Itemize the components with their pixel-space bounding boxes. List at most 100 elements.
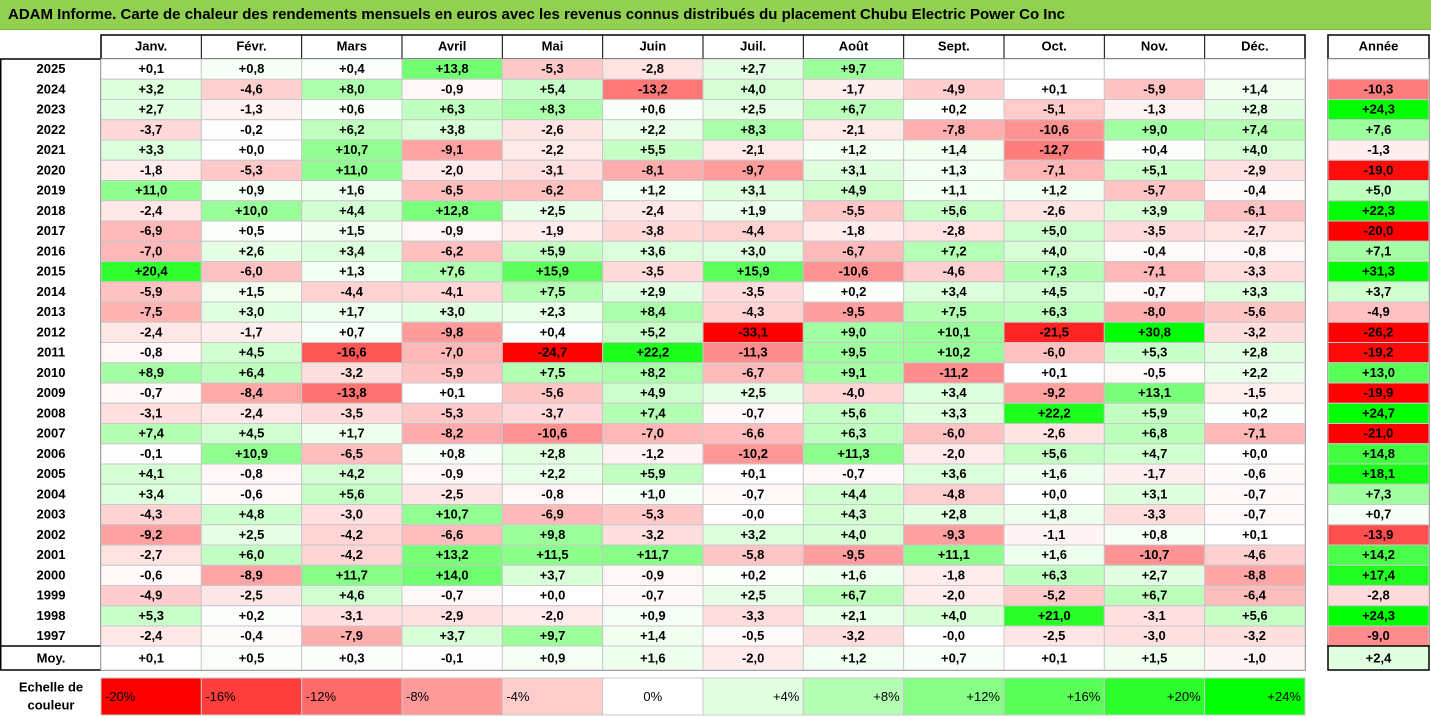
legend-swatch [200,677,303,716]
cell-value: -6,0 [240,264,262,279]
average-cell [301,645,403,671]
cell-value: +0,0 [1242,446,1268,461]
cell-value: -7,1 [1143,264,1165,279]
cell-value: +9,0 [841,324,867,339]
year-label: 2006 [37,446,66,461]
cell-value: +1,5 [239,284,265,299]
cell-value: -0,8 [541,486,563,501]
cell-value: -0,6 [240,486,262,501]
cell-value: +3,0 [239,304,265,319]
cell-value: +5,1 [1142,162,1168,177]
cell-value: +4,0 [841,527,867,542]
cell-value: +3,4 [941,284,967,299]
cell-value: +6,3 [1041,304,1067,319]
cell-value: -2,4 [140,203,163,218]
cell-value: -7,1 [1043,162,1065,177]
legend-swatch [501,677,604,716]
cell-value: -3,5 [341,405,363,420]
cell-value: +3,1 [1142,486,1168,501]
cell-value: +4,4 [841,486,867,501]
cell-value: -6,6 [742,426,764,441]
cell-value: -2,5 [240,588,262,603]
cell-value: -2,8 [943,223,965,238]
cell-value: -0,8 [140,345,162,360]
legend-stop-label: +8% [873,689,900,704]
annual-value: -26,2 [1364,324,1394,339]
cell-value: -10,7 [1140,547,1170,562]
cell-value: +0,0 [540,588,566,603]
cell-value: -0,8 [1244,243,1266,258]
average-cell [100,645,202,671]
cell-value: +14,0 [436,567,469,582]
cell-value: +10,2 [937,345,970,360]
cell-value: +0,1 [740,466,766,481]
cell-value: +11,3 [837,446,869,461]
cell-value: -9,7 [742,162,764,177]
cell-value: +9,7 [841,61,867,76]
cell-value: +10,0 [235,203,268,218]
cell-value: -4,1 [441,284,463,299]
annual-value: -4,9 [1367,304,1389,319]
cell-value: -9,5 [842,304,864,319]
cell-value: +9,7 [540,628,566,643]
cell-value: +2,5 [239,527,265,542]
month-header: Juin [639,38,666,53]
cell-value: -6,5 [441,183,463,198]
cell-value: +3,1 [841,162,867,177]
cell-value: +5,9 [540,243,566,258]
annual-value: +14,8 [1362,446,1395,461]
cell-value: +2,7 [138,102,164,117]
cell-value: -1,8 [842,223,864,238]
cell-value: -0,6 [140,567,162,582]
average-annual-value: +2,4 [1366,650,1392,665]
cell-value: -3,7 [140,122,162,137]
legend-stop-label: -20% [105,689,136,704]
heatmap-cell [1103,58,1206,80]
cell-value: +4,9 [841,183,867,198]
average-cell [200,645,303,671]
cell-value: +4,8 [239,507,265,522]
cell-value: -7,9 [341,628,363,643]
cell-value: +22,2 [636,345,669,360]
average-cell [401,645,503,671]
average-cell [702,645,804,671]
average-label: Moy. [37,650,66,665]
cell-value: +0,8 [439,446,465,461]
annual-value: -9,0 [1367,628,1389,643]
year-label: 2020 [37,162,66,177]
annual-value: +17,4 [1362,567,1396,582]
cell-value: +4,0 [1041,243,1067,258]
cell-value: -2,7 [1244,223,1266,238]
annual-value: +7,6 [1366,122,1392,137]
legend-swatch [301,677,403,716]
cell-value: +2,1 [841,608,867,623]
heatmap-labels: Janv. Févr. Mars Avril Mai Juin Juil. Août Sept.… [37,38,1399,665]
cell-value: -5,7 [1143,183,1165,198]
cell-value: -24,7 [538,345,568,360]
cell-value: -3,2 [1244,628,1266,643]
heatmap-cell [1204,58,1306,80]
cell-value: +15,9 [737,264,770,279]
average-cell [1103,645,1206,671]
year-label: 2019 [37,183,66,198]
cell-value: +4,6 [339,588,365,603]
legend-stop-label: -12% [306,689,337,704]
cell-value: +2,9 [640,284,666,299]
cell-value: +0,6 [640,102,666,117]
cell-value: -0,7 [140,385,162,400]
cell-value: -3,3 [1244,264,1266,279]
cell-value: -10,6 [839,264,869,279]
cell-value: -4,8 [943,486,965,501]
cell-value: +0,0 [239,142,265,157]
cell-value: +3,4 [941,385,967,400]
cell-value: +5,6 [941,203,967,218]
cell-value: +3,0 [740,243,766,258]
cell-value: +8,3 [740,122,766,137]
year-label: 2008 [37,405,66,420]
cell-value: -33,1 [738,324,768,339]
annual-value: -19,2 [1364,345,1394,360]
average-cell [501,645,604,671]
cell-value: +2,8 [1242,102,1268,117]
annual-value: +5,0 [1366,183,1392,198]
cell-value: +2,6 [239,243,265,258]
